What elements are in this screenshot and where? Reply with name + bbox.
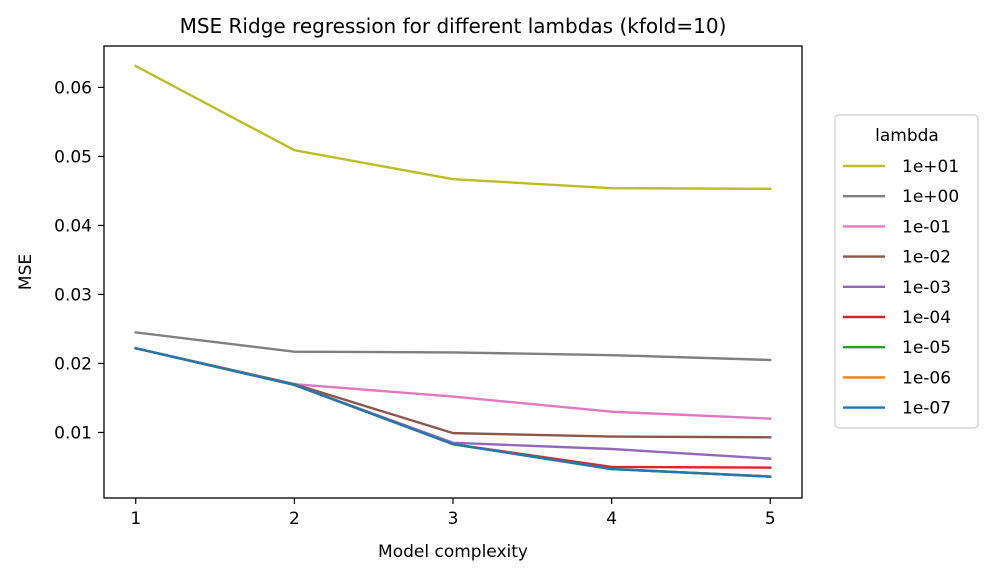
y-tick-label: 0.01	[54, 423, 92, 443]
series-line-1e-05	[134, 346, 772, 478]
series-line-1e-04	[134, 346, 772, 469]
legend-label: 1e+00	[902, 187, 959, 207]
legend-label: 1e-03	[902, 278, 951, 298]
plot-area	[134, 64, 772, 478]
legend-label: 1e-01	[902, 217, 951, 237]
x-tick-label: 2	[289, 509, 300, 529]
y-tick-label: 0.06	[54, 78, 92, 98]
series-line-1e-06	[134, 346, 772, 478]
legend: lambda 1e+01 1e+00 1e-01 1e-02 1e-03 1e-04 1e-…	[834, 114, 979, 429]
x-tick-label: 5	[765, 509, 776, 529]
series-line-1e-01	[134, 346, 772, 420]
legend-label: 1e-07	[902, 399, 951, 419]
series-line-1e+01	[134, 64, 772, 191]
legend-label: 1e-05	[902, 338, 951, 358]
legend-label: 1e-04	[902, 308, 951, 328]
series-line-1e+00	[134, 331, 772, 362]
plot-frame	[103, 45, 803, 499]
y-axis-label: MSE	[16, 254, 36, 290]
series-line-1e-03	[134, 346, 772, 460]
series-line-1e-02	[134, 346, 772, 439]
legend-label: 1e-06	[902, 368, 951, 388]
chart-title: MSE Ridge regression for different lambd…	[180, 14, 727, 38]
legend-items: 1e+01 1e+00 1e-01 1e-02 1e-03 1e-04 1e-05 1e-06…	[843, 157, 959, 419]
legend-label: 1e-02	[902, 248, 951, 268]
series-line-1e-07	[134, 346, 772, 478]
y-tick-label: 0.03	[54, 285, 92, 305]
x-tick-label: 3	[448, 509, 459, 529]
y-axis: 0.01 0.02 0.03 0.04 0.05 0.06	[54, 78, 104, 443]
x-axis-label: Model complexity	[378, 542, 528, 562]
legend-label: 1e+01	[902, 157, 959, 177]
x-tick-label: 4	[606, 509, 617, 529]
y-tick-label: 0.02	[54, 354, 92, 374]
x-tick-label: 1	[130, 509, 141, 529]
y-tick-label: 0.04	[54, 216, 92, 236]
legend-title: lambda	[875, 126, 939, 146]
legend-box	[834, 114, 979, 429]
x-axis: 1 2 3 4 5	[130, 498, 776, 529]
y-tick-label: 0.05	[54, 147, 92, 167]
